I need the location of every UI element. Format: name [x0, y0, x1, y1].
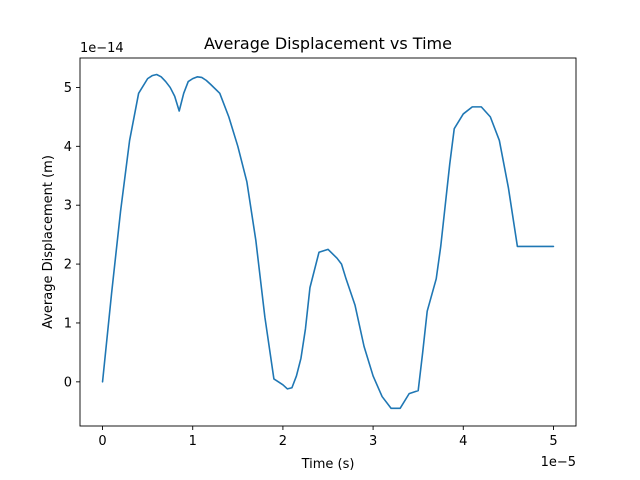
- x-tick-label: 5: [549, 434, 557, 449]
- x-tick-label: 2: [279, 434, 287, 449]
- y-axis-label: Average Displacement (m): [41, 155, 56, 329]
- y-tick-label: 1: [64, 316, 72, 331]
- x-tick-label: 0: [98, 434, 106, 449]
- plot-area: 0 1 2 3 4 5 0 1 2 3 4 5: [64, 57, 577, 449]
- y-tick-label: 5: [64, 81, 72, 96]
- x-tick-label: 1: [189, 434, 197, 449]
- y-tick-label: 2: [64, 258, 72, 273]
- y-tick-label: 4: [64, 140, 72, 155]
- y-offset-label: 1e−14: [80, 41, 124, 56]
- y-tick-label: 0: [64, 375, 72, 390]
- chart-title: Average Displacement vs Time: [204, 34, 452, 53]
- x-axis-label: Time (s): [301, 457, 355, 472]
- series-line-0: [101, 73, 555, 410]
- plot-frame: [79, 57, 577, 427]
- x-tick-label: 3: [369, 434, 377, 449]
- x-offset-label: 1e−5: [541, 455, 576, 470]
- x-tick-label: 4: [459, 434, 467, 449]
- y-tick-label: 3: [64, 199, 72, 214]
